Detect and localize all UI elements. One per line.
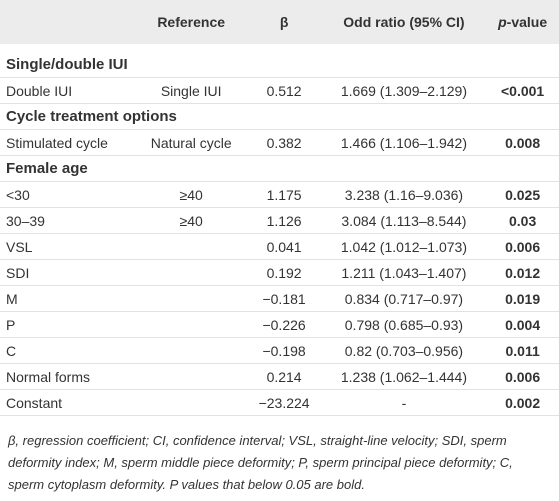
cell: 0.03 bbox=[486, 207, 559, 234]
cell: 0.002 bbox=[486, 389, 559, 416]
row-label: SDI bbox=[0, 259, 136, 286]
data-row: Normal forms 0.214 1.238 (1.062–1.444) 0.00… bbox=[0, 363, 559, 390]
data-row: P −0.226 0.798 (0.685–0.93) 0.004 bbox=[0, 311, 559, 338]
cell: 0.192 bbox=[246, 259, 322, 286]
data-row: 30–39 ≥40 1.126 3.084 (1.113–8.544) 0.03 bbox=[0, 207, 559, 234]
cell: 0.834 (0.717–0.97) bbox=[321, 285, 487, 312]
data-row: <30 ≥40 1.175 3.238 (1.16–9.036) 0.025 bbox=[0, 181, 559, 208]
cell bbox=[135, 285, 247, 312]
cell: Single IUI bbox=[135, 77, 247, 104]
cell: 1.126 bbox=[246, 207, 322, 234]
header-text: -value bbox=[506, 14, 548, 30]
section-row: Single/double IUI bbox=[0, 52, 559, 78]
row-label: VSL bbox=[0, 233, 136, 260]
cell: 0.041 bbox=[246, 233, 322, 260]
row-label: Normal forms bbox=[0, 363, 136, 390]
spacer-cell bbox=[0, 44, 559, 52]
cell: ≥40 bbox=[135, 181, 247, 208]
cell bbox=[135, 311, 247, 338]
row-label: Constant bbox=[0, 389, 136, 416]
data-row: C −0.198 0.82 (0.703–0.956) 0.011 bbox=[0, 337, 559, 364]
cell: 0.008 bbox=[486, 129, 559, 156]
cell bbox=[135, 259, 247, 286]
section-title: Single/double IUI bbox=[0, 52, 559, 78]
row-label: 30–39 bbox=[0, 207, 136, 234]
cell: 1.211 (1.043–1.407) bbox=[321, 259, 487, 286]
row-label: <30 bbox=[0, 181, 136, 208]
header-cell: Reference bbox=[135, 0, 247, 44]
section-title: Female age bbox=[0, 155, 559, 182]
footnote: β, regression coefficient; CI, confidenc… bbox=[8, 433, 513, 492]
cell: 1.175 bbox=[246, 181, 322, 208]
cell: 3.238 (1.16–9.036) bbox=[321, 181, 487, 208]
cell: 0.006 bbox=[486, 233, 559, 260]
cell: 1.238 (1.062–1.444) bbox=[321, 363, 487, 390]
cell: 0.019 bbox=[486, 285, 559, 312]
header-cell: Odd ratio (95% CI) bbox=[321, 0, 487, 44]
row-label: P bbox=[0, 311, 136, 338]
data-row: Constant −23.224-0.002 bbox=[0, 389, 559, 416]
row-label: Double IUI bbox=[0, 77, 136, 104]
cell: −0.226 bbox=[246, 311, 322, 338]
section-row: Female age bbox=[0, 155, 559, 182]
row-label: Stimulated cycle bbox=[0, 129, 136, 156]
cell: 0.006 bbox=[486, 363, 559, 390]
cell bbox=[135, 337, 247, 364]
header-row: Reference β Odd ratio (95% CI) p-value bbox=[0, 0, 559, 44]
spacer bbox=[0, 44, 559, 52]
cell: −0.198 bbox=[246, 337, 322, 364]
data-row: Double IUI Single IUI 0.512 1.669 (1.309–2.… bbox=[0, 77, 559, 104]
data-row: VSL 0.041 1.042 (1.012–1.073) 0.006 bbox=[0, 233, 559, 260]
row-label: M bbox=[0, 285, 136, 312]
header-italic: p bbox=[498, 14, 507, 30]
header-cell: p-value bbox=[486, 0, 559, 44]
cell: 0.012 bbox=[486, 259, 559, 286]
cell: −0.181 bbox=[246, 285, 322, 312]
cell: 1.466 (1.106–1.942) bbox=[321, 129, 487, 156]
cell: <0.001 bbox=[486, 77, 559, 104]
cell: 0.025 bbox=[486, 181, 559, 208]
results-table: Reference β Odd ratio (95% CI) p-value Sing… bbox=[0, 0, 559, 416]
cell bbox=[135, 233, 247, 260]
cell: 0.382 bbox=[246, 129, 322, 156]
cell: 0.004 bbox=[486, 311, 559, 338]
cell: 0.512 bbox=[246, 77, 322, 104]
section-title: Cycle treatment options bbox=[0, 103, 559, 130]
section-row: Cycle treatment options bbox=[0, 103, 559, 130]
cell bbox=[135, 389, 247, 416]
data-row: Stimulated cycle Natural cycle 0.382 1.466 … bbox=[0, 129, 559, 156]
header-cell bbox=[0, 0, 136, 44]
cell: - bbox=[321, 389, 487, 416]
cell: 0.011 bbox=[486, 337, 559, 364]
cell: 0.82 (0.703–0.956) bbox=[321, 337, 487, 364]
table-body: Single/double IUI Double IUI Single IUI 0.5… bbox=[0, 44, 559, 416]
cell: 0.214 bbox=[246, 363, 322, 390]
cell: ≥40 bbox=[135, 207, 247, 234]
data-row: M −0.181 0.834 (0.717–0.97) 0.019 bbox=[0, 285, 559, 312]
cell: 1.042 (1.012–1.073) bbox=[321, 233, 487, 260]
header-cell: β bbox=[246, 0, 322, 44]
row-label: C bbox=[0, 337, 136, 364]
cell bbox=[135, 363, 247, 390]
data-row: SDI 0.192 1.211 (1.043–1.407) 0.012 bbox=[0, 259, 559, 286]
cell: 3.084 (1.113–8.544) bbox=[321, 207, 487, 234]
cell: 1.669 (1.309–2.129) bbox=[321, 77, 487, 104]
cell: 0.798 (0.685–0.93) bbox=[321, 311, 487, 338]
cell: Natural cycle bbox=[135, 129, 247, 156]
cell: −23.224 bbox=[246, 389, 322, 416]
